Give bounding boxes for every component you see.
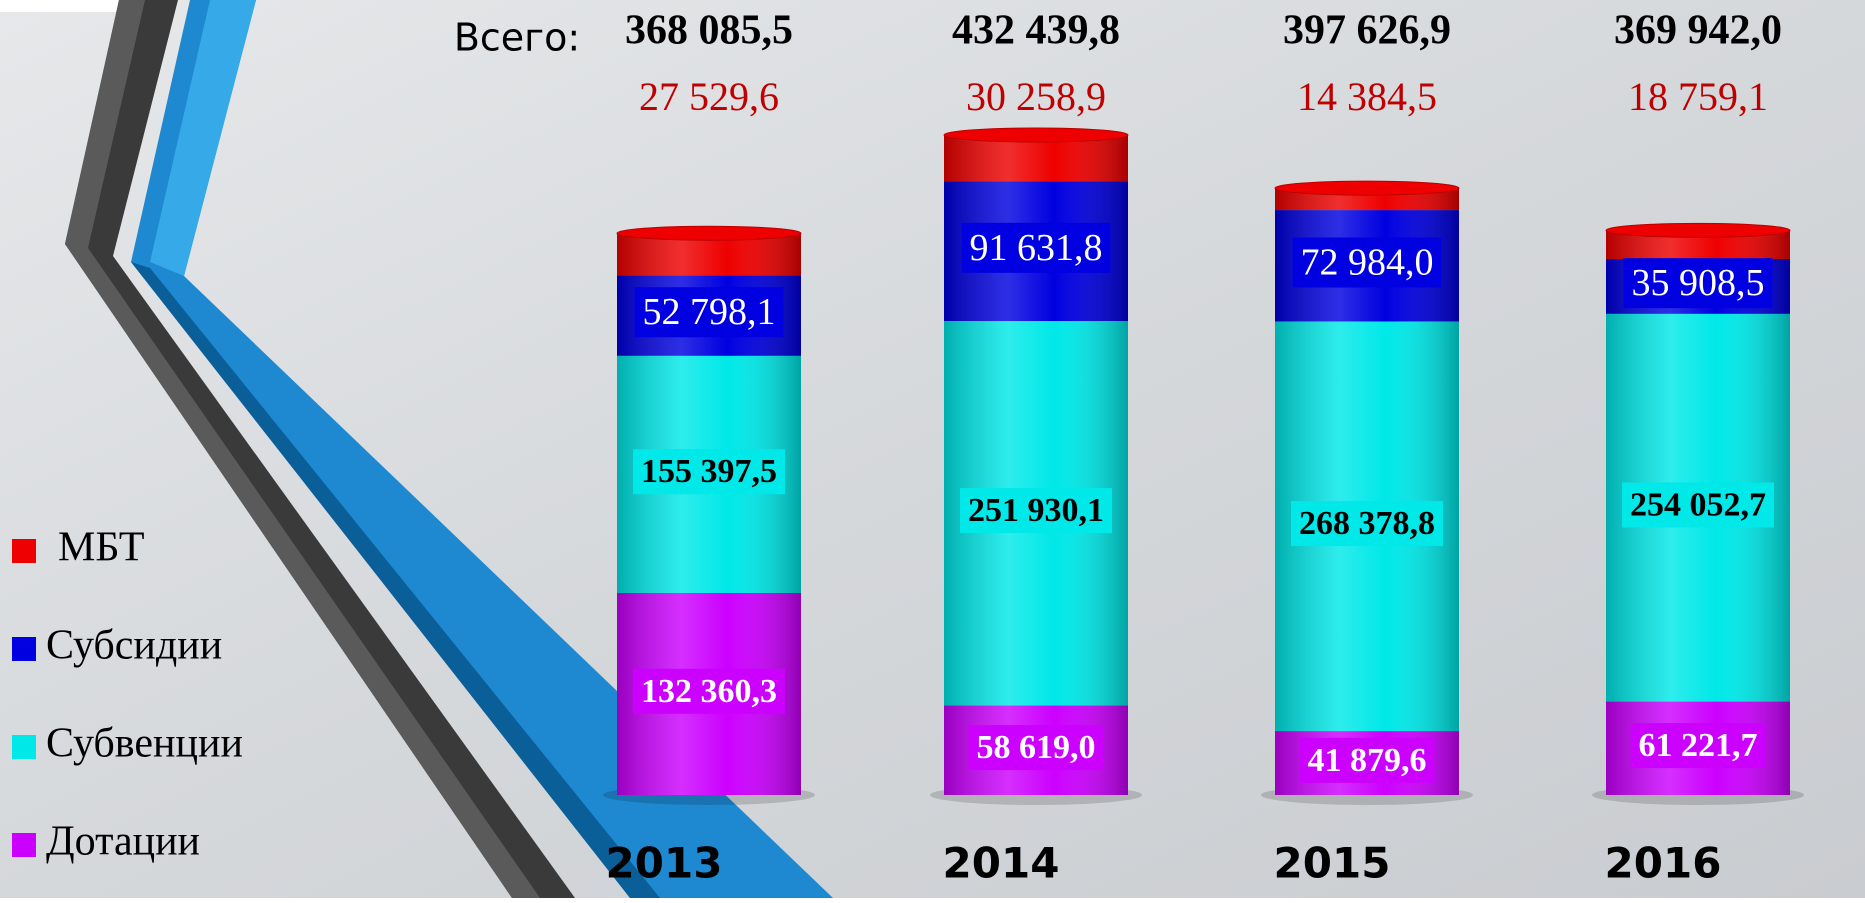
value-label-group: 35 908,5 (1624, 258, 1773, 308)
value-label: 58 619,0 (977, 729, 1096, 766)
legend-label: МБТ (58, 525, 145, 571)
total-label: 397 626,9 (1283, 8, 1451, 54)
totals-label: Всего: (454, 16, 580, 60)
value-label: 14 384,5 (1297, 74, 1437, 119)
value-label: 251 930,1 (968, 492, 1104, 529)
value-label: 155 397,5 (641, 453, 777, 490)
value-label-group: 30 258,9 (966, 74, 1106, 119)
cylinder-top (944, 128, 1128, 142)
value-label-group: 58 619,0 (969, 725, 1104, 770)
total-label: 369 942,0 (1614, 8, 1782, 54)
value-label-group: 251 930,1 (960, 488, 1112, 533)
value-label: 254 052,7 (1630, 486, 1766, 523)
legend-marker (12, 637, 36, 661)
value-label-group: 61 221,7 (1631, 723, 1766, 768)
value-label-group: 14 384,5 (1297, 74, 1437, 119)
value-label-group: 52 798,1 (635, 287, 784, 337)
total-label: 432 439,8 (952, 8, 1120, 54)
value-label: 35 908,5 (1632, 262, 1765, 304)
value-label: 268 378,8 (1299, 505, 1435, 542)
value-label-group: 41 879,6 (1300, 738, 1435, 783)
legend-marker (12, 833, 36, 857)
x-tick-label: 2015 (1274, 839, 1391, 888)
value-label: 27 529,6 (639, 74, 779, 119)
value-label-group: 18 759,1 (1628, 74, 1768, 119)
value-label-group: 268 378,8 (1291, 501, 1443, 546)
value-label: 132 360,3 (641, 673, 777, 710)
legend-marker (12, 735, 36, 759)
value-label-group: 27 529,6 (639, 74, 779, 119)
value-label: 30 258,9 (966, 74, 1106, 119)
value-label-group: 132 360,3 (633, 669, 785, 714)
cylinder-top (617, 226, 801, 240)
value-label-group: 72 984,0 (1293, 237, 1442, 287)
x-tick-label: 2014 (943, 839, 1060, 888)
cylinder-top (1275, 181, 1459, 195)
legend-label: Субвенции (46, 721, 243, 767)
value-label: 41 879,6 (1308, 742, 1427, 779)
value-label-group: 254 052,7 (1622, 482, 1774, 527)
value-label-group: 91 631,8 (962, 223, 1111, 273)
total-label: 368 085,5 (625, 8, 793, 54)
value-label: 72 984,0 (1301, 241, 1434, 283)
cylinder-top (1606, 223, 1790, 237)
value-label: 61 221,7 (1639, 727, 1758, 764)
value-label: 91 631,8 (970, 227, 1103, 269)
value-label: 18 759,1 (1628, 74, 1768, 119)
x-tick-label: 2016 (1605, 839, 1722, 888)
value-label-group: 155 397,5 (633, 449, 785, 494)
x-tick-label: 2013 (606, 839, 723, 888)
chart: Всего: 132 360,3 155 397,5 52 798,1 27 529,… (0, 0, 1865, 898)
legend-label: Дотации (46, 819, 200, 865)
value-label: 52 798,1 (643, 291, 776, 333)
legend-marker (12, 539, 36, 563)
legend-label: Субсидии (46, 623, 222, 669)
